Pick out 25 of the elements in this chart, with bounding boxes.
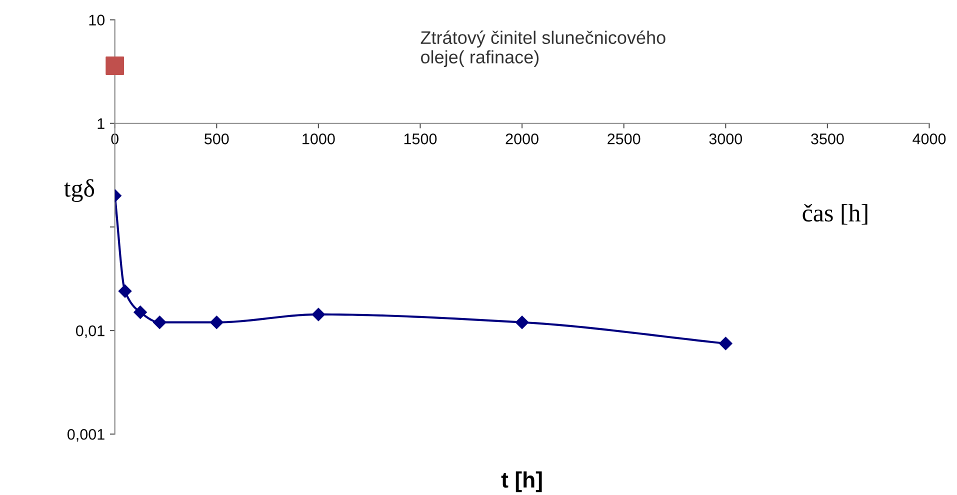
- x-tick-label: 3000: [709, 134, 742, 144]
- x-tick-label: 0: [111, 134, 118, 144]
- x-tick-label: 4000: [912, 134, 946, 144]
- point: [153, 316, 166, 329]
- y-tick-label: 10: [89, 14, 105, 26]
- x-axis-title: t [h]: [501, 471, 542, 492]
- point: [719, 336, 732, 350]
- x-tick-label: 1000: [302, 134, 335, 144]
- point: [118, 284, 132, 298]
- annotation: čas [h]: [802, 204, 868, 225]
- x-tick-label: 2500: [608, 134, 640, 144]
- point: [210, 316, 224, 329]
- text: Ztrátový činitel slunečnicového oleje( rafinace): [420, 30, 666, 68]
- y-tick-label: 0,001: [67, 428, 104, 442]
- y-tick-label: 0,01: [76, 325, 104, 338]
- x-tick-label: 2000: [506, 134, 538, 144]
- x-tick-label: 1500: [404, 134, 437, 144]
- point: [312, 308, 326, 322]
- point: [134, 306, 147, 319]
- y-tick-label: 1: [98, 118, 104, 129]
- point: [106, 56, 124, 75]
- y-axis-title: tgδ: [64, 179, 94, 202]
- x-tick-label: 500: [204, 134, 229, 144]
- x-tick-label: 3500: [811, 134, 844, 144]
- point: [515, 316, 529, 329]
